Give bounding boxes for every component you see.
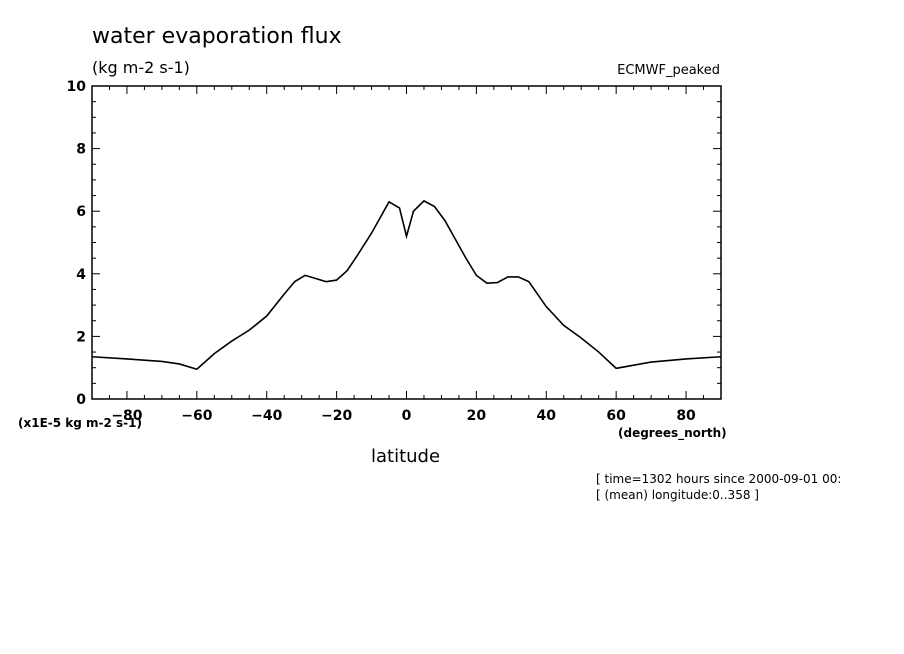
plot-frame [91,85,722,400]
dataset-label: ECMWF_peaked [617,63,720,78]
y-tick-label: 10 [67,79,87,95]
x-tick-label: −80 [111,408,142,424]
chart-title: water evaporation flux [92,24,342,49]
y-tick-label: 2 [76,329,86,345]
x-tick-label: −40 [251,408,282,424]
x-tick-label: 60 [606,408,626,424]
x-tick-label: 40 [537,408,557,424]
y-tick-label: 6 [76,204,86,220]
scale-label: (x1E-5 kg m-2 s-1) [18,416,142,430]
y-tick-label: 8 [76,142,86,158]
series-line [91,199,722,371]
y-tick-label: 4 [76,267,86,283]
x-tick-label: 0 [402,408,412,424]
x-axis-label: latitude [371,446,441,467]
axis-ticks [91,85,722,400]
y-tick-label: 0 [76,392,86,408]
footnote-longitude: [ (mean) longitude:0..358 ] [596,488,759,502]
x-tick-label: 80 [676,408,696,424]
x-tick-label: −20 [321,408,352,424]
x-tick-label: −60 [181,408,212,424]
x-units-label: (degrees_north) [618,426,727,440]
units-label: (kg m-2 s-1) [92,58,190,77]
tick-labels: −80 −60 −40 −20 0 20 40 60 80 0 2 4 6 8 10 [67,79,697,424]
x-tick-label: 20 [467,408,487,424]
footnote-time: [ time=1302 hours since 2000-09-01 00: [596,472,842,486]
